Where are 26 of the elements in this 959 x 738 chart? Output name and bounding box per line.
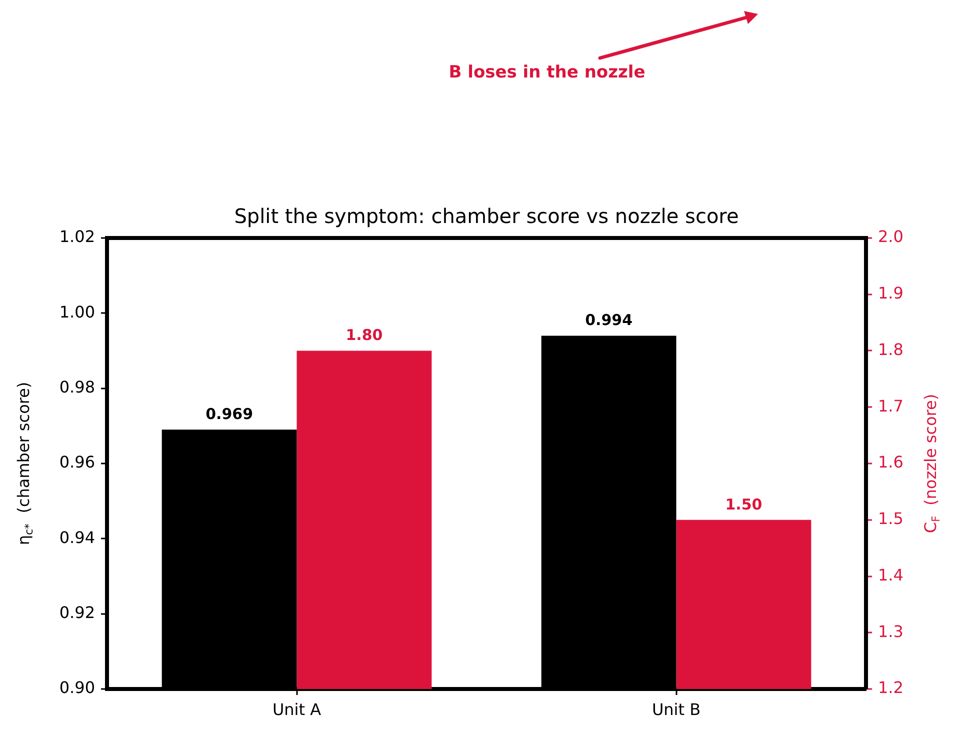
y2-tick-label: 1.7 [878, 396, 904, 416]
y-tick-label: 0.90 [59, 678, 95, 698]
y2-tick-label: 1.3 [878, 622, 904, 641]
data-label: 0.994 [585, 311, 633, 330]
y-tick-label: 0.96 [59, 452, 95, 472]
data-label: 0.969 [206, 405, 254, 424]
chart-title: Split the symptom: chamber score vs nozzle score [234, 204, 739, 228]
y-tick-label: 0.98 [59, 377, 95, 396]
y-tick-label: 0.94 [59, 528, 95, 547]
y-tick-label: 1.00 [59, 302, 95, 322]
y-tick-label: 0.92 [59, 602, 95, 622]
y2-tick-label: 1.8 [878, 340, 904, 359]
y2-tick-label: 1.9 [878, 284, 904, 303]
y2-axis-title: CF (nozzle score) [921, 394, 943, 534]
y2-tick-label: 1.5 [878, 509, 904, 528]
data-label: 1.80 [346, 326, 383, 344]
y-tick-label: 1.02 [59, 227, 95, 246]
data-label: 1.50 [725, 495, 762, 514]
y2-tick-label: 1.4 [878, 565, 904, 584]
x-tick-label: Unit A [272, 700, 322, 719]
x-tick-label: Unit B [652, 700, 701, 719]
text: B loses in the nozzle [448, 62, 646, 82]
y2-tick-label: 1.6 [878, 452, 904, 472]
y2-tick-label: 1.2 [878, 678, 904, 698]
y-axis-title: ηc* (chamber score) [14, 382, 36, 546]
y2-tick-label: 2.0 [878, 227, 904, 246]
